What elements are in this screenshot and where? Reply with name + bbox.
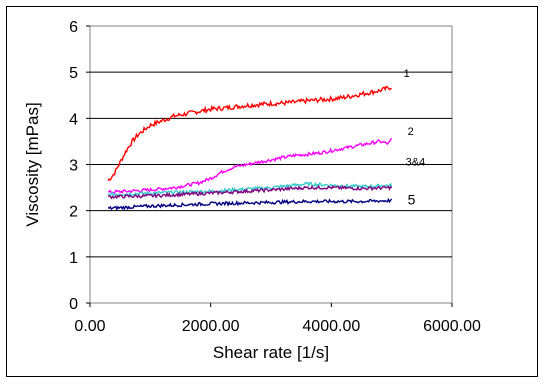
series-line-0 <box>107 85 392 182</box>
series-line-3 <box>107 184 393 200</box>
y-tick-label: 0 <box>69 296 78 313</box>
series-label-2: 3&4 <box>406 156 426 168</box>
y-tick-label: 6 <box>69 19 78 36</box>
x-axis-title: Shear rate [1/s] <box>213 343 329 362</box>
x-axis-ticks: 0.00 2000.00 4000.00 6000.00 <box>74 303 481 335</box>
y-tick-label: 2 <box>69 204 78 221</box>
x-tick-label: 6000.00 <box>423 318 481 335</box>
gridlines <box>90 71 452 258</box>
series-line-4 <box>107 197 393 211</box>
series-label-3: 5 <box>408 192 416 208</box>
x-tick-label: 0.00 <box>74 318 105 335</box>
y-tick-label: 3 <box>69 158 78 175</box>
y-axis-ticks: 0 1 2 3 4 5 6 <box>69 19 90 313</box>
y-axis-title: Viscosity [mPas] <box>23 102 42 226</box>
x-tick-label: 2000.00 <box>182 318 240 335</box>
y-tick-label: 5 <box>69 65 78 82</box>
series-label-0: 1 <box>404 68 410 80</box>
series-lines <box>107 85 393 211</box>
y-tick-label: 1 <box>69 250 78 267</box>
series-labels: 1 2 3&4 5 <box>404 68 426 208</box>
series-line-1 <box>107 137 393 194</box>
y-tick-label: 4 <box>69 111 78 128</box>
x-tick-label: 4000.00 <box>302 318 360 335</box>
series-label-1: 2 <box>408 126 414 138</box>
